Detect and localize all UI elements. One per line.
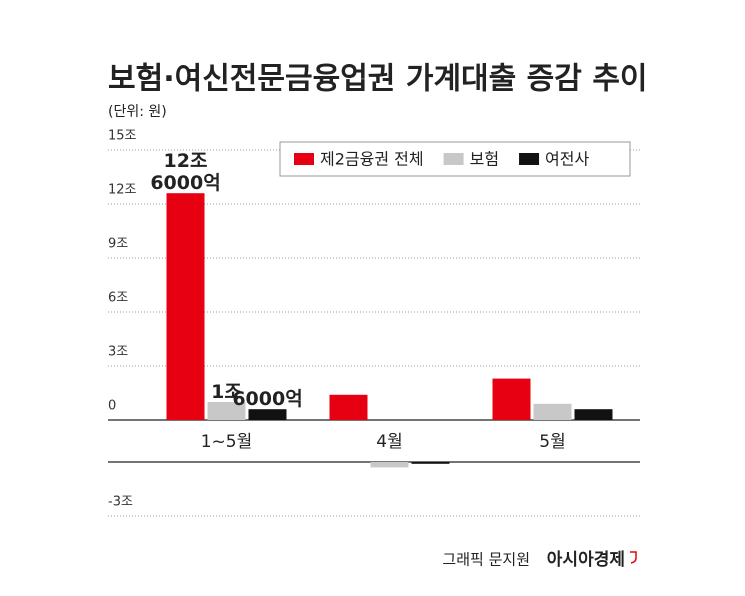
bar — [329, 394, 368, 420]
y-tick-label: -3조 — [108, 495, 133, 510]
bar — [492, 378, 531, 420]
source: 그래픽 문지원 — [442, 551, 530, 569]
data-label: 1조 — [211, 381, 242, 403]
data-label-line: 6000억 — [232, 388, 302, 410]
bar — [411, 462, 450, 464]
y-tick-label: 0 — [108, 399, 116, 414]
legend-swatch — [294, 153, 314, 165]
chart-subtitle: (단위: 원) — [108, 104, 167, 120]
bar — [370, 462, 409, 468]
y-tick-label: 15조 — [108, 129, 137, 144]
bar — [207, 402, 246, 420]
legend-label: 보험 — [470, 150, 499, 169]
bar — [248, 409, 287, 420]
legend-label: 제2금융권 전체 — [320, 150, 424, 169]
legend-swatch — [443, 153, 464, 165]
x-tick-label: 5월 — [539, 432, 565, 452]
data-label: 12조 6000억 — [150, 150, 220, 194]
bar — [533, 403, 572, 420]
brand-icon — [630, 551, 637, 564]
y-tick-label: 9조 — [108, 237, 128, 252]
data-label-line: 1조 — [211, 381, 242, 403]
chart-title: 보험·여신전문금융업권 가계대출 증감 추이 — [108, 62, 648, 97]
x-tick-label: 4월 — [376, 432, 402, 452]
y-tick-label: 12조 — [108, 183, 137, 198]
legend-swatch — [519, 153, 540, 165]
data-label-line: 12조 — [164, 150, 208, 172]
y-tick-label: 3조 — [108, 345, 128, 360]
y-tick-label: 6조 — [108, 291, 128, 306]
data-label-line: 6000억 — [150, 172, 220, 194]
bar — [574, 409, 613, 420]
legend-label: 여전사 — [545, 150, 589, 169]
data-label: 6000억 — [232, 388, 302, 410]
x-tick-label: 1~5월 — [201, 432, 253, 452]
bar — [166, 193, 205, 420]
brand: 아시아경제 — [547, 550, 625, 570]
